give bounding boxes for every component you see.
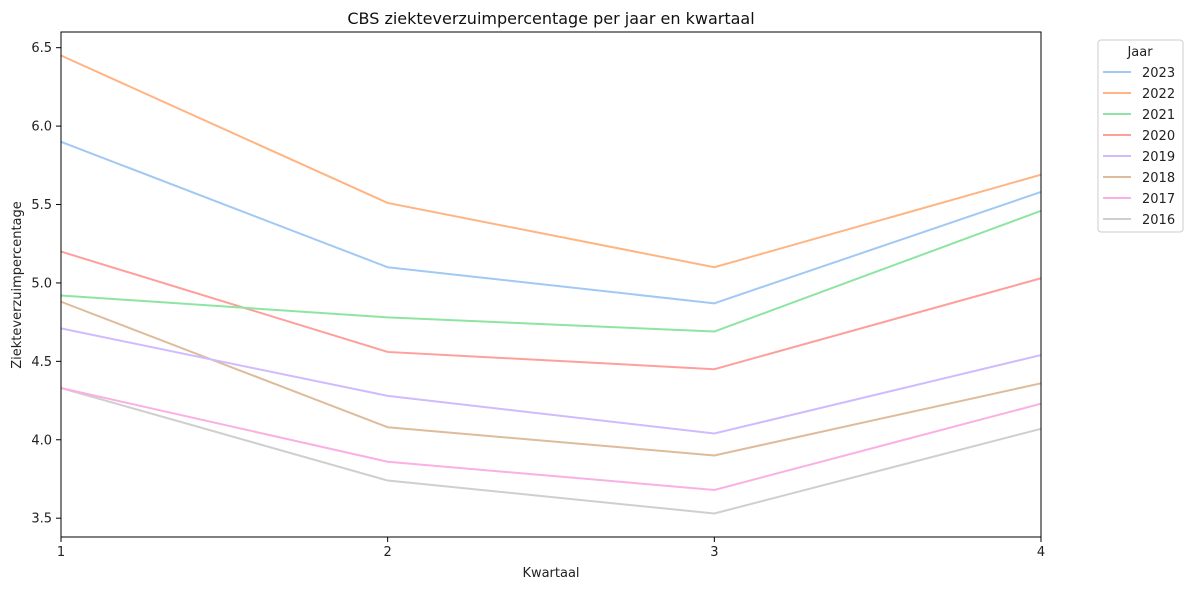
x-tick-label: 1 <box>57 545 65 560</box>
legend-label-2022: 2022 <box>1142 87 1175 102</box>
series-line-2021 <box>60 209 1042 333</box>
plot-area-frame <box>60 31 1042 538</box>
x-tick-label: 2 <box>384 545 392 560</box>
x-axis-title: Kwartaal <box>522 566 579 581</box>
y-tick-label: 4.0 <box>31 433 52 448</box>
series-line-2022 <box>60 54 1042 269</box>
series-line-2023 <box>60 140 1042 305</box>
y-tick-label: 5.0 <box>31 276 52 291</box>
y-tick-label: 6.0 <box>31 120 52 135</box>
series-line-2020 <box>60 250 1042 371</box>
chart-title: CBS ziekteverzuimpercentage per jaar en … <box>347 9 754 28</box>
y-tick-label: 4.5 <box>31 355 52 370</box>
series-line-2019 <box>60 327 1042 435</box>
y-tick-label: 5.5 <box>31 198 52 213</box>
series-lines <box>60 54 1042 515</box>
legend-label-2021: 2021 <box>1142 108 1175 123</box>
legend-label-2019: 2019 <box>1142 150 1175 165</box>
series-line-2017 <box>60 387 1042 491</box>
y-tick-label: 6.5 <box>31 41 52 56</box>
legend-label-2016: 2016 <box>1142 213 1175 228</box>
legend-label-2023: 2023 <box>1142 66 1175 81</box>
legend-title: Jaar <box>1126 45 1153 60</box>
x-axis-ticks: 1 2 3 4 <box>57 537 1045 560</box>
y-axis-title: Ziekteverzuimpercentage <box>10 201 25 369</box>
x-tick-label: 3 <box>710 545 718 560</box>
series-line-2016 <box>60 387 1042 515</box>
legend: Jaar 2023 2022 2021 2020 2019 2018 2017 2016 <box>1097 39 1184 233</box>
x-tick-label: 4 <box>1037 545 1045 560</box>
y-tick-label: 3.5 <box>31 512 52 527</box>
legend-box <box>1097 39 1184 233</box>
series-line-2018 <box>60 300 1042 457</box>
legend-label-2018: 2018 <box>1142 171 1175 186</box>
legend-items: 2023 2022 2021 2020 2019 2018 2017 2016 <box>1103 66 1175 228</box>
legend-label-2020: 2020 <box>1142 129 1175 144</box>
legend-label-2017: 2017 <box>1142 192 1175 207</box>
y-axis-ticks: 3.5 4.0 4.5 5.0 5.5 6.0 6.5 <box>31 41 61 527</box>
